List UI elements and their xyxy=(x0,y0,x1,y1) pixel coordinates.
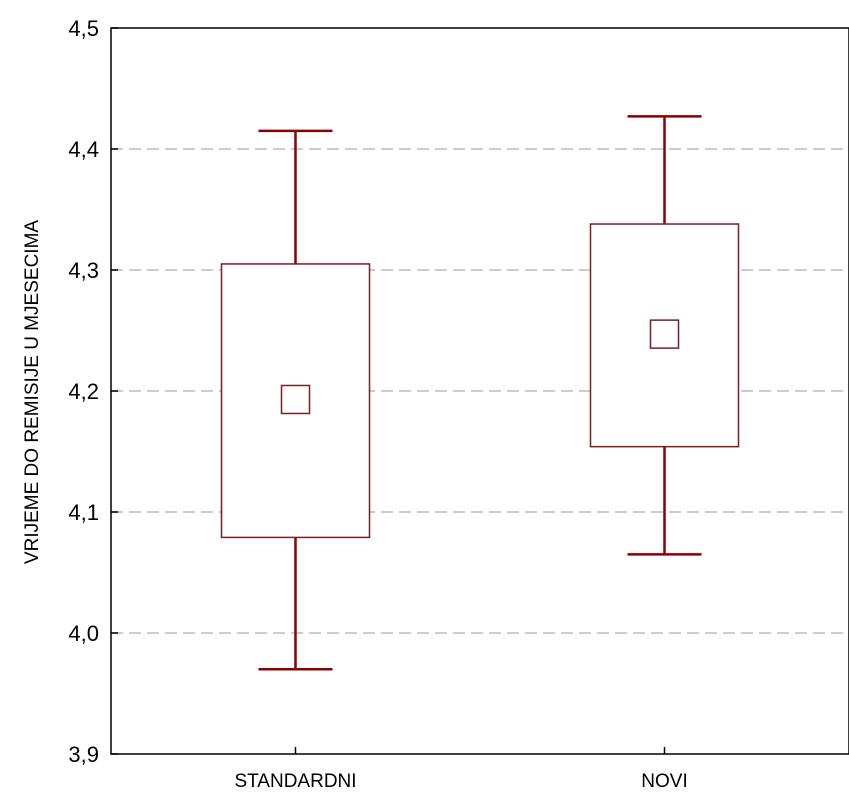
y-tick-label: 3,9 xyxy=(68,742,99,767)
x-tick-labels: STANDARDNI NOVI xyxy=(234,747,688,792)
box-group-standardni xyxy=(220,129,371,671)
y-tick-label: 4,5 xyxy=(68,16,99,41)
center-marker xyxy=(280,384,311,415)
plot-frame xyxy=(110,27,849,755)
y-axis-title: VRIJEME DO REMISIJE U MJESECIMA xyxy=(22,220,43,564)
x-tick-label: STANDARDNI xyxy=(234,771,356,792)
x-tick-label: NOVI xyxy=(641,771,687,792)
box-group-novi xyxy=(589,115,740,556)
boxes xyxy=(220,115,740,671)
center-marker xyxy=(649,319,680,349)
y-tick-label: 4,4 xyxy=(68,137,99,162)
y-axis-title-group: VRIJEME DO REMISIJE U MJESECIMA xyxy=(22,220,43,564)
y-tick-label: 4,3 xyxy=(68,258,99,283)
y-tick-label: 4,0 xyxy=(68,621,99,646)
y-tick-labels: 3,9 4,0 4,1 4,2 4,3 4,4 4,5 xyxy=(68,16,118,767)
y-tick-label: 4,2 xyxy=(68,379,99,404)
y-tick-label: 4,1 xyxy=(68,500,99,525)
